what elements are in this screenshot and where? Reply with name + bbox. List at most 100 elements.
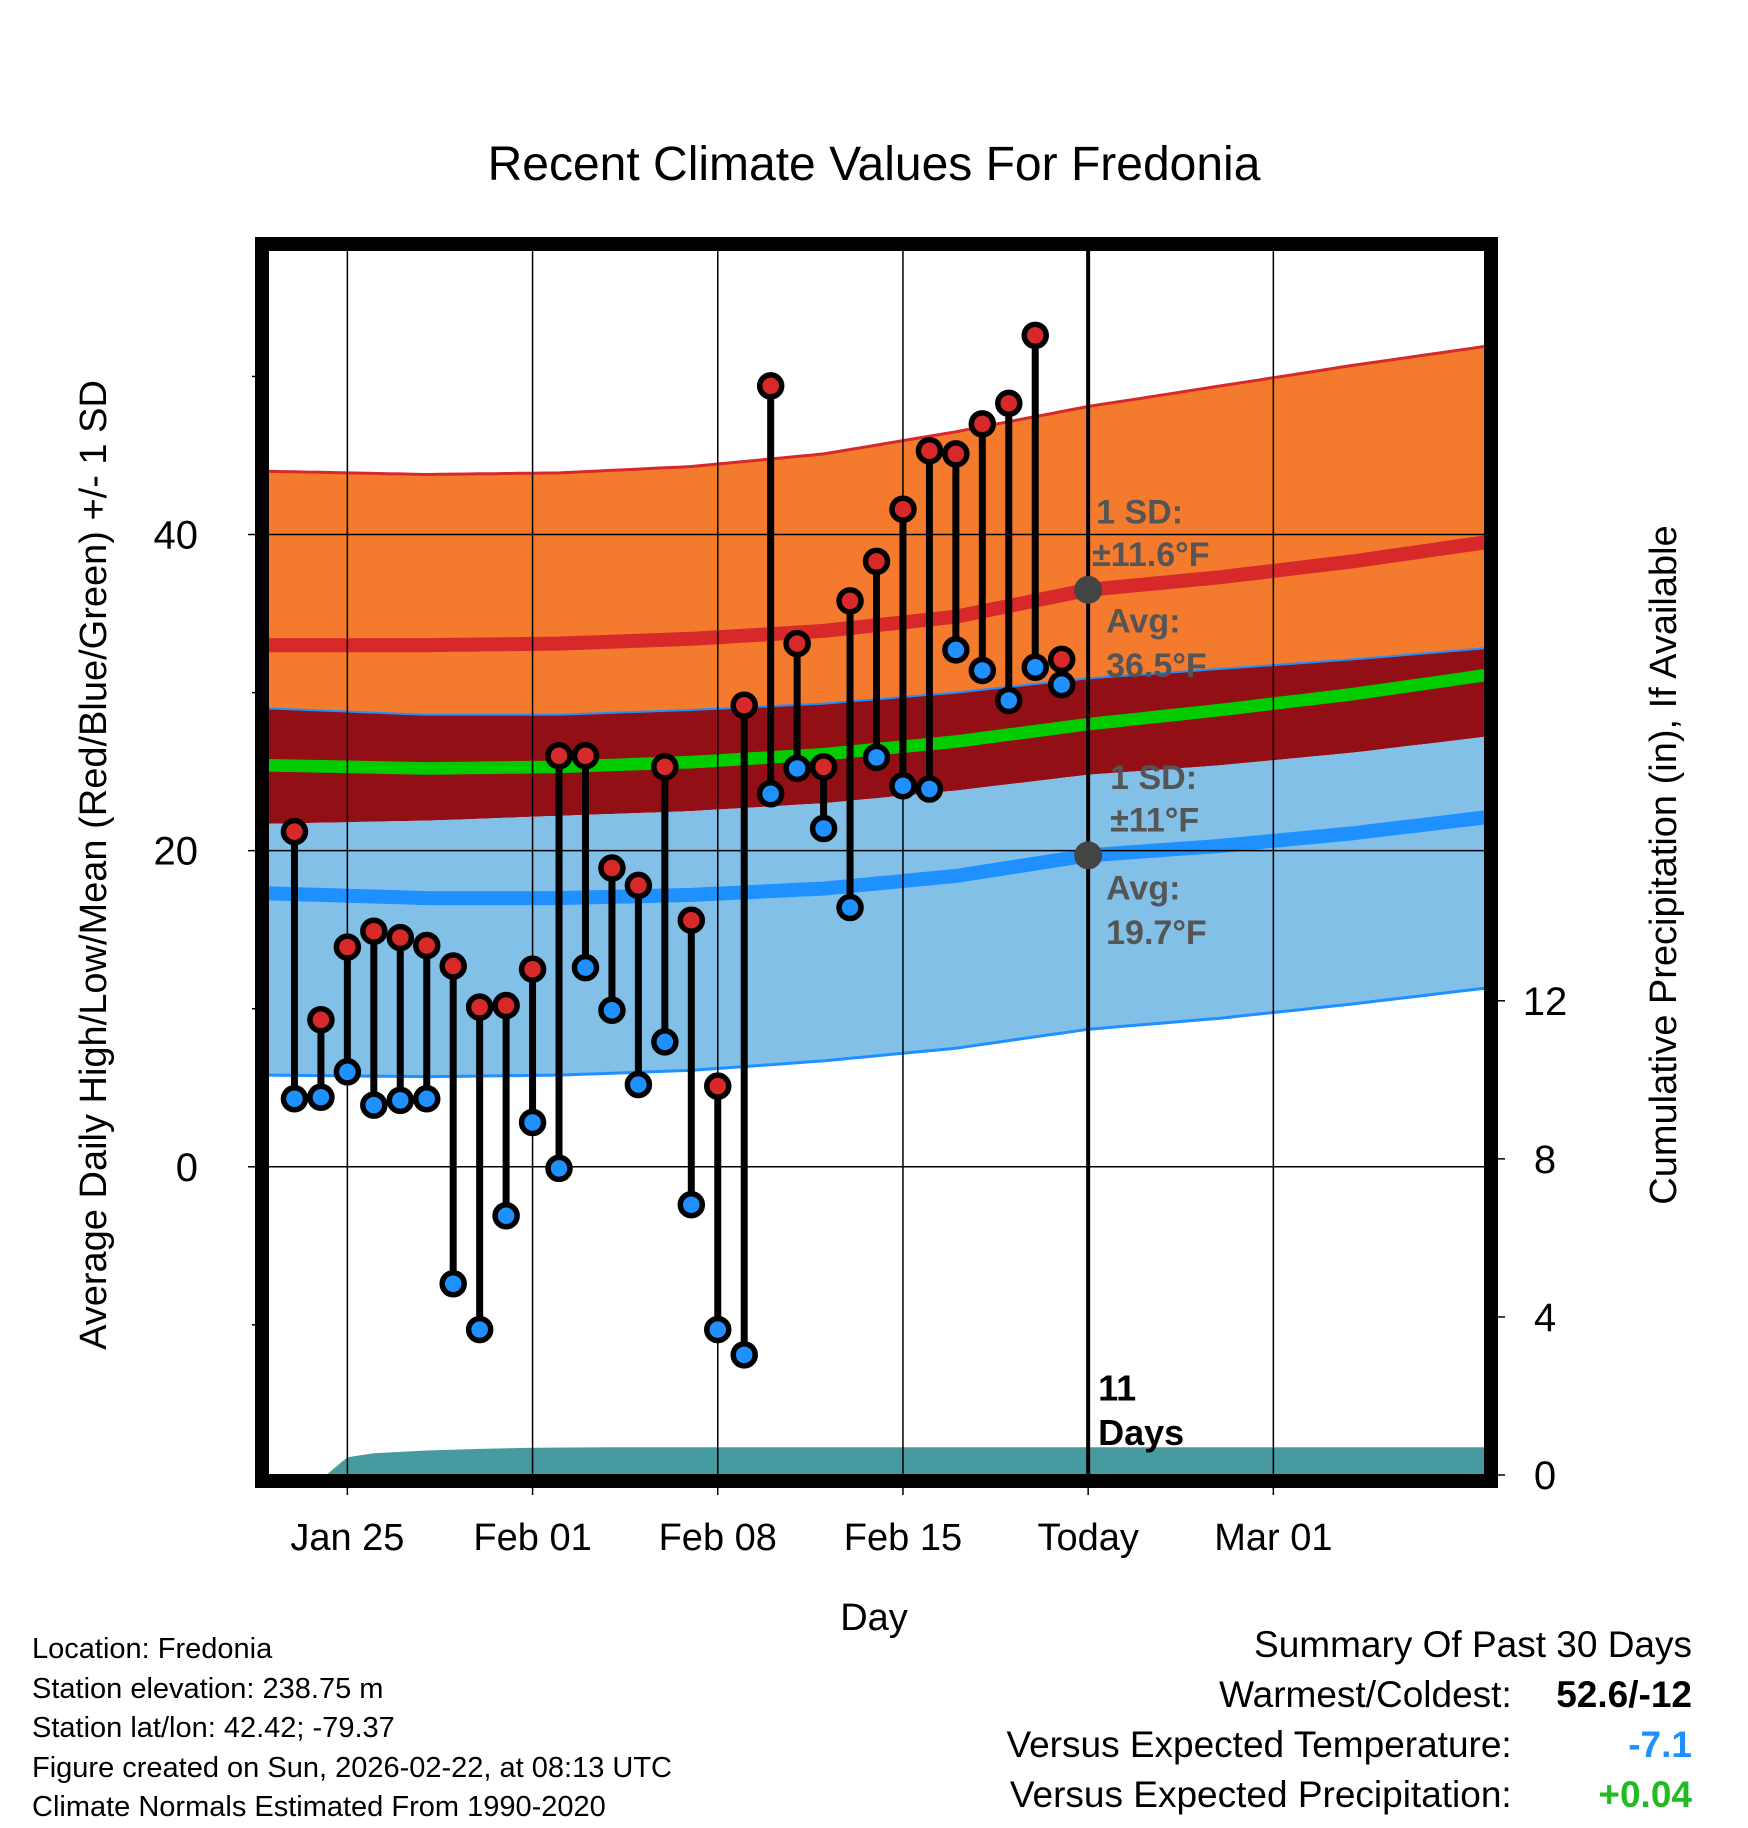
station-info: Location: Fredonia Station elevation: 23…	[32, 1630, 672, 1828]
daily-high-point	[518, 955, 547, 983]
daily-high-point	[492, 991, 520, 1020]
precip-area	[294, 1447, 1485, 1475]
daily-high-point	[809, 753, 838, 781]
daily-high-point	[942, 440, 970, 468]
daily-high-point	[598, 854, 626, 882]
temp-label: Versus Expected Temperature:	[1006, 1724, 1512, 1765]
daily-high-point	[730, 691, 758, 719]
y-tick-label: 20	[154, 830, 199, 874]
daily-low-point	[571, 953, 600, 982]
latlon-text: Station lat/lon: 42.42; -79.37	[32, 1712, 395, 1744]
low-avg-label: Avg:	[1106, 870, 1180, 908]
daily-low-point	[280, 1085, 309, 1113]
daily-high-point	[571, 742, 600, 770]
summary-panel: Summary Of Past 30 Days Warmest/Coldest:…	[1006, 1620, 1692, 1820]
daily-low-point	[783, 754, 811, 783]
daily-high-point	[465, 993, 494, 1021]
daily-high-point	[1047, 645, 1076, 674]
summary-temp: Versus Expected Temperature: -7.1	[1006, 1720, 1692, 1770]
daily-low-point	[307, 1083, 335, 1111]
daily-low-point	[333, 1058, 362, 1086]
high-avg-value: 36.5°F	[1106, 647, 1207, 685]
daily-high-point	[333, 933, 362, 961]
daily-high-point	[307, 1006, 335, 1034]
daily-low-point	[756, 779, 785, 808]
low-sd-band	[268, 736, 1485, 1077]
daily-low-point	[836, 893, 864, 922]
x-tick-label: Today	[1037, 1517, 1138, 1559]
created-text: Figure created on Sun, 2026-02-22, at 08…	[32, 1751, 672, 1784]
daily-low-point	[412, 1085, 441, 1113]
daily-low-point	[598, 996, 626, 1025]
days-count: 11	[1098, 1368, 1136, 1409]
low-sd-value: ±11°F	[1110, 802, 1199, 840]
precip-tick-label: 8	[1534, 1138, 1556, 1182]
daily-high-point	[836, 587, 864, 615]
daily-high-point	[412, 931, 441, 960]
daily-high-point	[280, 817, 309, 846]
daily-high-point	[1021, 321, 1049, 350]
daily-low-point	[386, 1086, 415, 1115]
y-tick-label: 40	[154, 514, 199, 558]
x-tick-label: Jan 25	[290, 1517, 404, 1559]
daily-low-point	[889, 772, 917, 800]
precip-tick-label: 0	[1534, 1454, 1556, 1498]
y-tick-label: 0	[176, 1146, 198, 1190]
precip-label: Versus Expected Precipitation:	[1009, 1774, 1512, 1815]
elevation-text: Station elevation: 238.75 m	[32, 1672, 384, 1705]
high-sd-band	[268, 346, 1485, 715]
plot-area	[268, 250, 1485, 1475]
daily-low-point	[730, 1341, 758, 1369]
warm-cold-label: Warmest/Coldest:	[1219, 1674, 1512, 1715]
high-sd-upper-edge	[268, 344, 1485, 477]
low-sd-label: 1 SD:	[1110, 759, 1197, 797]
high-avg-label: Avg:	[1106, 603, 1180, 641]
daily-high-point	[889, 495, 917, 523]
x-tick-label: Feb 08	[659, 1517, 777, 1559]
normals-text: Climate Normals Estimated From 1990-2020	[32, 1791, 606, 1823]
chart-title: Recent Climate Values For Fredonia	[488, 138, 1261, 191]
daily-low-point	[1047, 670, 1076, 699]
high-sd-value: ±11.6°F	[1092, 536, 1209, 574]
low-sd-lower-edge	[268, 986, 1485, 1079]
low-mean-line	[268, 810, 1485, 906]
warm-cold-value: 52.6/-12	[1556, 1674, 1692, 1715]
daily-high-point	[995, 389, 1023, 418]
daily-low-point	[915, 775, 944, 803]
daily-low-point	[465, 1315, 494, 1344]
daily-low-point	[624, 1070, 653, 1099]
daily-low-point	[439, 1269, 467, 1298]
daily-high-point	[360, 917, 388, 946]
daily-high-point	[677, 906, 706, 934]
daily-low-point	[1021, 653, 1049, 682]
summary-warm-cold: Warmest/Coldest: 52.6/-12	[1006, 1670, 1692, 1720]
daily-low-point	[995, 686, 1023, 715]
daily-high-point	[624, 871, 653, 900]
today-high-avg-marker	[1074, 575, 1103, 604]
precip-tick-label: 12	[1523, 980, 1568, 1024]
daily-high-point	[386, 923, 415, 952]
daily-high-point	[704, 1072, 732, 1100]
daily-low-point	[862, 743, 891, 772]
daily-low-point	[942, 636, 970, 664]
daily-high-point	[439, 952, 467, 980]
daily-low-point	[704, 1315, 732, 1344]
today-low-avg-marker	[1074, 841, 1103, 870]
plot-frame	[255, 237, 1498, 1488]
daily-high-point	[862, 547, 891, 576]
x-tick-label: Feb 15	[844, 1517, 962, 1559]
daily-low-point	[518, 1108, 547, 1137]
daily-low-point	[677, 1190, 706, 1219]
y-axis-label-right: Cumulative Precipitation (in), If Availa…	[1643, 525, 1685, 1204]
temp-value: -7.1	[1628, 1724, 1692, 1765]
daily-high-point	[651, 753, 679, 781]
days-word: Days	[1098, 1412, 1184, 1453]
location-text: Location: Fredonia	[32, 1633, 273, 1665]
daily-high-point	[915, 436, 944, 465]
low-avg-value: 19.7°F	[1106, 914, 1207, 952]
daily-low-point	[492, 1202, 520, 1230]
x-tick-label: Feb 01	[473, 1517, 591, 1559]
daily-low-point	[651, 1028, 679, 1056]
y-axis-label-left: Average Daily High/Low/Mean (Red/Blue/Gr…	[73, 380, 115, 1350]
